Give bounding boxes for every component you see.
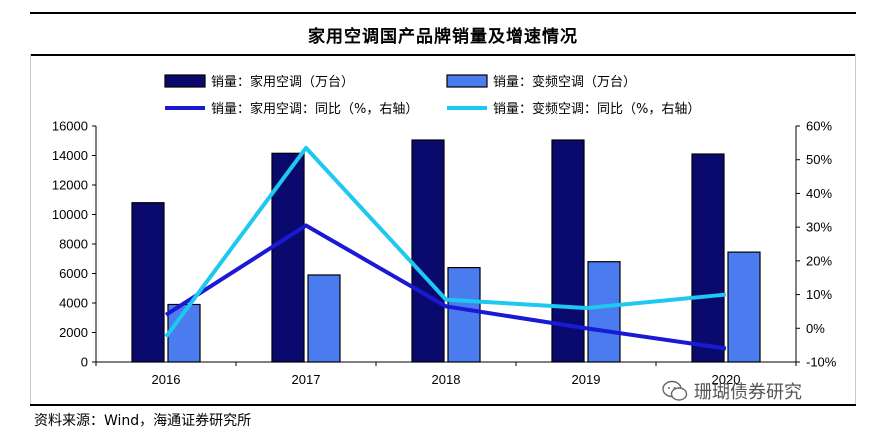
left-tick-label: 16000 [52, 119, 88, 134]
legend-household-ac-swatch [164, 74, 206, 88]
bar-household-ac [691, 153, 725, 363]
right-tick-label: 40% [806, 186, 832, 201]
bar-household-ac [131, 202, 165, 363]
bar-household-ac [411, 139, 445, 363]
x-tick-label: 2019 [572, 372, 601, 387]
legend-inverter-ac-swatch [446, 74, 488, 88]
left-tick-label: 6000 [59, 266, 88, 281]
legend-inverter-ac-label: 销量：变频空调（万台） [493, 74, 636, 90]
legend-inverter-ac-yoy-label: 销量：变频空调：同比（%，右轴） [493, 101, 700, 117]
bar-inverter-ac [727, 251, 761, 363]
divider [30, 404, 856, 406]
bar-inverter-ac [307, 274, 341, 363]
x-tick-label: 2020 [712, 372, 741, 387]
right-tick-label: 10% [806, 287, 832, 302]
bar-inverter-ac [447, 267, 481, 363]
left-tick-label: 14000 [52, 148, 88, 163]
right-tick-label: 30% [806, 220, 832, 235]
left-tick-label: 4000 [59, 296, 88, 311]
legend-household-ac-yoy-label: 销量：家用空调：同比（%，右轴） [211, 101, 418, 117]
left-tick-label: 10000 [52, 207, 88, 222]
right-tick-label: 50% [806, 152, 832, 167]
right-tick-label: 60% [806, 119, 832, 134]
wechat-icon [662, 380, 688, 401]
chart-title-bar: 家用空调国产品牌销量及增速情况 [30, 12, 856, 56]
left-tick-label: 0 [81, 355, 88, 370]
x-tick-label: 2016 [152, 372, 181, 387]
right-tick-label: 20% [806, 253, 832, 268]
right-tick-label: -10% [806, 355, 837, 370]
x-tick-label: 2017 [292, 372, 321, 387]
source-note: 资料来源：Wind，海通证券研究所 [34, 413, 252, 429]
watermark-text: 珊瑚债券研究 [694, 382, 802, 403]
left-tick-label: 8000 [59, 237, 88, 252]
left-tick-label: 12000 [52, 178, 88, 193]
left-tick-label: 2000 [59, 325, 88, 340]
line-inverter-ac-yoy [164, 145, 727, 338]
bar-inverter-ac [587, 261, 621, 363]
chart-frame [30, 54, 856, 404]
x-tick-label: 2018 [432, 372, 461, 387]
legend-household-ac-label: 销量：家用空调（万台） [211, 74, 354, 90]
chart-title: 家用空调国产品牌销量及增速情况 [308, 26, 578, 47]
right-tick-label: 0% [806, 321, 825, 336]
line-household-ac-yoy [164, 223, 727, 351]
watermark: 珊瑚债券研究 [662, 378, 802, 404]
